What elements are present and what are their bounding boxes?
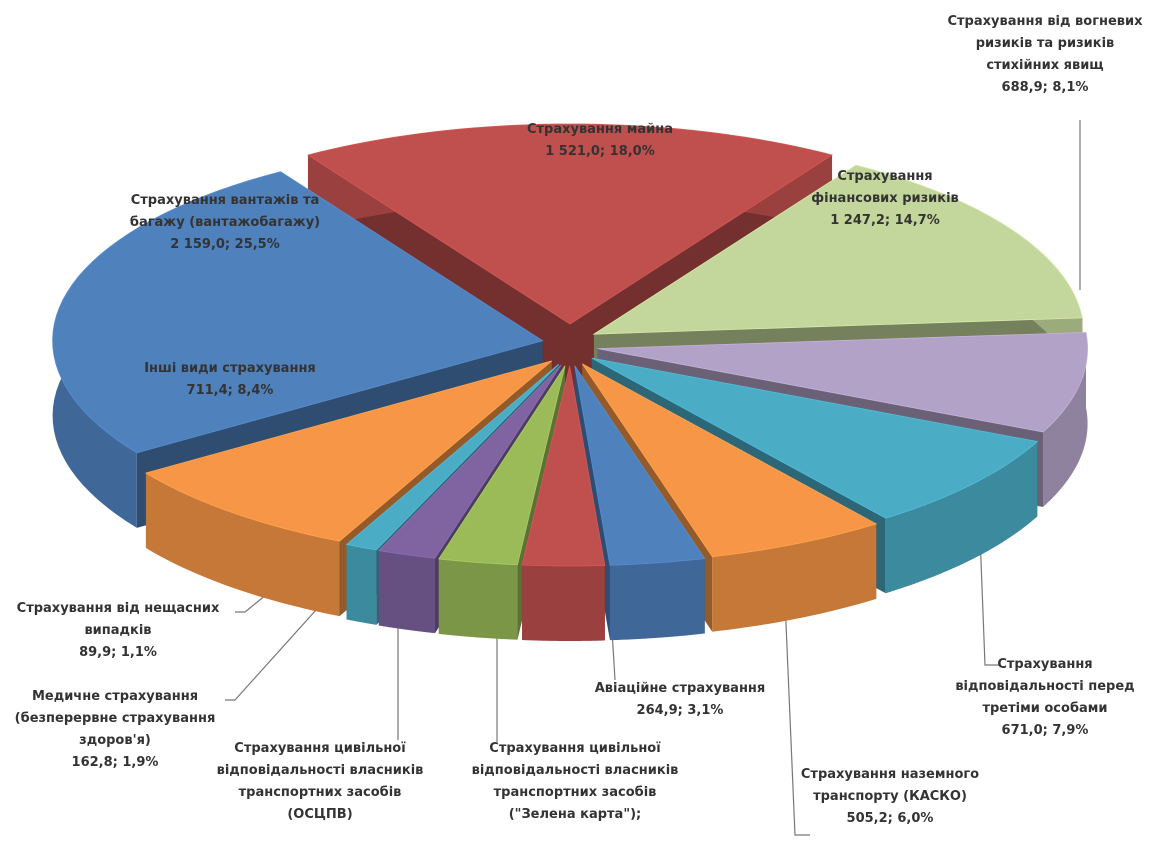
slice-wall [438, 558, 518, 640]
slice-wall [346, 544, 377, 625]
slice-label-line: Страхування [997, 657, 1092, 672]
slice-label-line: Страхування вантажів та [131, 193, 320, 208]
slice-label-line: Страхування цивільної [489, 741, 661, 756]
slice-label-line: Страхування наземного [801, 767, 979, 782]
slice-label-line: Страхування [837, 169, 932, 184]
value-label: 1 521,0; 18,0% [545, 144, 655, 159]
leader-line [784, 599, 810, 836]
slice-label: Страхування майна [527, 122, 673, 137]
value-label: 2 159,0; 25,5% [170, 237, 280, 252]
slice-label-line: Страхування від вогневих [947, 14, 1143, 29]
slice-label: Страхування вантажів та багажу (вантажоба… [130, 193, 320, 230]
slice-top [591, 357, 1039, 519]
slice-label-line: Авіаційне страхування [595, 681, 766, 696]
leader-line [979, 534, 1000, 666]
slice-label-line: ризиків та ризиків [976, 36, 1115, 51]
slice-label-line: відповідальності перед [955, 679, 1134, 694]
slice-label-line: ("Зелена карта"); [509, 807, 642, 822]
value-label: 505,2; 6,0% [847, 811, 934, 826]
slice-label: Страхування фінансових ризиків [811, 169, 959, 206]
value-label: 688,9; 8,1% [1002, 80, 1089, 95]
slice-label-line: Медичне страхування [32, 689, 198, 704]
value-label: 671,0; 7,9% [1002, 723, 1089, 738]
slice-label: Страхування відповідальності перед третіми… [955, 657, 1134, 716]
slice-top [345, 363, 560, 551]
slice-wall [609, 558, 705, 641]
slice-top [306, 123, 834, 325]
value-label: 711,4; 8,4% [187, 383, 274, 398]
slice-top [597, 331, 1088, 433]
slice-label-line: Страхування майна [527, 122, 673, 137]
slice-top [438, 365, 566, 566]
value-label: 264,9; 3,1% [637, 703, 724, 718]
slice-label: Страхування від вогневих ризиків та ризик… [947, 14, 1143, 73]
slice-top [52, 171, 544, 454]
slice-label-line: здоров'я) [79, 733, 151, 748]
slice-label: Інші види страхування [144, 361, 316, 376]
slice-wall [712, 523, 877, 632]
slice-label-line: фінансових ризиків [811, 191, 959, 206]
slice-label: Медичне страхування (безперервне страхува… [15, 689, 216, 748]
leader-line [225, 599, 326, 701]
slice-label: Страхування наземного транспорту (КАСКО) [801, 767, 979, 804]
slice-label-line: багажу (вантажобагажу) [130, 215, 320, 230]
value-label: 162,8; 1,9% [72, 755, 159, 770]
slice-label-line: транспорту (КАСКО) [813, 789, 967, 804]
slice-top [378, 364, 562, 559]
slice-label: Страхування цивільної відповідальності вл… [472, 741, 679, 822]
slice-top [521, 365, 606, 567]
slice-label-line: відповідальності власників [217, 763, 424, 778]
slice-wall [1043, 332, 1088, 507]
slice-label: Страхування цивільної відповідальності вл… [217, 741, 424, 822]
slice-label-line: Страхування від нещасних [17, 601, 220, 616]
slice-wall [378, 550, 435, 634]
slice-label: Страхування від нещасних випадків [17, 601, 220, 638]
slice [521, 365, 606, 641]
slice-label-line: транспортних засобів [494, 785, 657, 800]
slice-label-line: Інші види страхування [144, 361, 316, 376]
slice-top [574, 365, 706, 566]
slice-wall [522, 565, 605, 641]
value-label: 89,9; 1,1% [79, 645, 157, 660]
slice-label-line: транспортних засобів [239, 785, 402, 800]
slice-label-line: відповідальності власників [472, 763, 679, 778]
slice-label-line: стихійних явищ [986, 58, 1103, 73]
slice-top [581, 363, 878, 558]
slice-label-line: третіми особами [982, 701, 1107, 716]
slice-wall [145, 473, 340, 617]
slice-label-line: випадків [84, 623, 151, 638]
slice-label: Авіаційне страхування [595, 681, 766, 696]
value-label: 1 247,2; 14,7% [830, 213, 940, 228]
slice-label-line: Страхування цивільної [234, 741, 406, 756]
slice-label-line: (ОСЦПВ) [287, 807, 352, 822]
pie [52, 123, 1088, 641]
slice-top [144, 360, 552, 542]
slice-label-line: (безперервне страхування [15, 711, 216, 726]
slice-wall [885, 441, 1038, 594]
slice-top [592, 164, 1083, 335]
